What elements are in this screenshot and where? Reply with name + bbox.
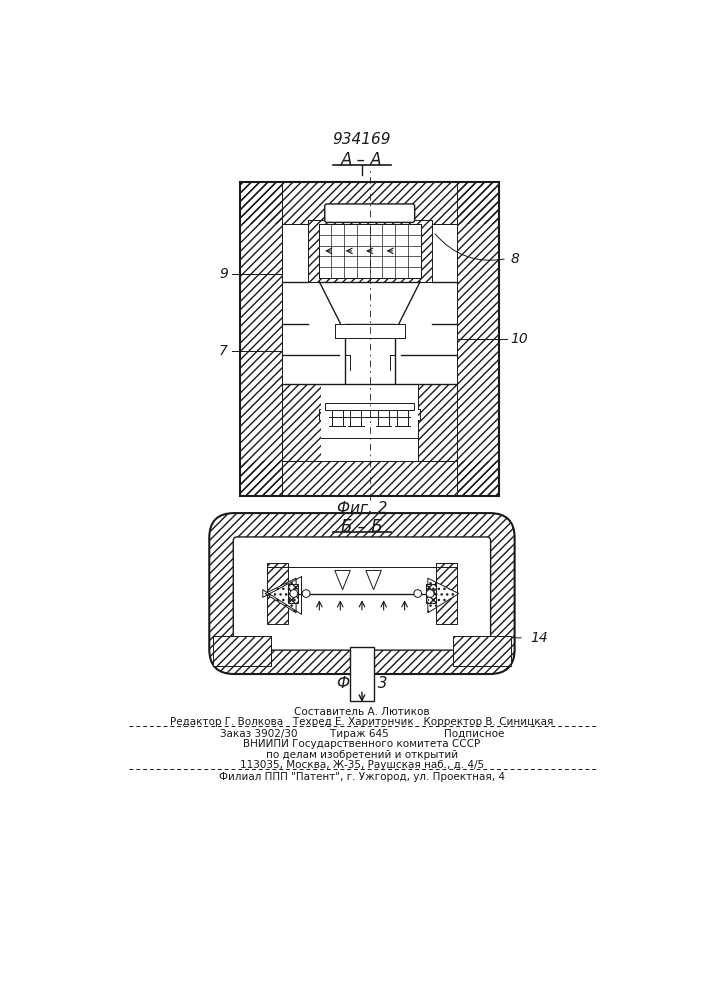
Bar	[418, 384, 457, 461]
Text: ВНИИПИ Государственного комитета СССР: ВНИИПИ Государственного комитета СССР	[243, 739, 481, 749]
Text: Б – Б: Б – Б	[341, 518, 382, 536]
Bar	[344, 324, 395, 409]
Bar	[240, 182, 499, 224]
Bar	[452, 636, 510, 666]
Text: 10: 10	[510, 332, 529, 346]
Text: по делам изобретений и открытий: по делам изобретений и открытий	[266, 750, 458, 760]
Text: 7: 7	[219, 344, 228, 358]
Bar	[321, 384, 418, 461]
Bar	[418, 384, 457, 461]
Bar	[282, 224, 457, 461]
Bar	[308, 220, 432, 282]
Text: 934169: 934169	[333, 132, 391, 147]
Text: Филиал ППП "Патент", г. Ужгород, ул. Проектная, 4: Филиал ППП "Патент", г. Ужгород, ул. Про…	[219, 772, 505, 782]
Polygon shape	[265, 578, 296, 613]
Bar	[397, 410, 408, 426]
Bar	[452, 636, 510, 666]
Bar	[288, 584, 298, 603]
Bar	[282, 384, 321, 461]
Bar	[240, 182, 499, 496]
Polygon shape	[428, 578, 459, 613]
Circle shape	[290, 590, 298, 597]
Bar	[267, 563, 288, 624]
Bar	[351, 410, 361, 426]
Bar	[267, 550, 457, 567]
Text: Редактор Г. Волкова   Техред Е. Харитончик   Корректор В. Синицкая: Редактор Г. Волкова Техред Е. Харитончик…	[170, 717, 554, 727]
Bar	[378, 410, 389, 426]
Bar	[320, 409, 420, 420]
Text: 9: 9	[219, 267, 228, 281]
Bar	[335, 324, 404, 338]
FancyBboxPatch shape	[325, 204, 414, 222]
Polygon shape	[366, 570, 381, 590]
Bar	[308, 220, 432, 282]
Bar	[213, 636, 271, 666]
Bar	[426, 584, 436, 603]
Bar	[267, 563, 288, 624]
Bar	[332, 410, 343, 426]
Bar	[240, 182, 282, 496]
Circle shape	[303, 590, 310, 597]
Bar	[240, 461, 499, 496]
Bar	[436, 563, 457, 624]
Bar	[426, 584, 436, 603]
Bar	[319, 224, 421, 278]
Text: Составитель А. Лютиков: Составитель А. Лютиков	[294, 707, 430, 717]
Text: 113035, Москва, Ж-35, Раушская наб., д. 4/5: 113035, Москва, Ж-35, Раушская наб., д. …	[240, 760, 484, 770]
Bar	[282, 384, 457, 461]
Bar	[349, 647, 374, 701]
Bar	[288, 584, 298, 603]
Text: Фиг. 3: Фиг. 3	[337, 676, 387, 691]
Bar	[436, 563, 457, 624]
Circle shape	[414, 590, 421, 597]
Bar	[213, 636, 271, 666]
Bar	[240, 182, 499, 224]
FancyBboxPatch shape	[233, 537, 491, 650]
Text: Фиг. 2: Фиг. 2	[337, 501, 387, 516]
Bar	[327, 206, 412, 220]
Bar	[282, 384, 321, 461]
FancyBboxPatch shape	[209, 513, 515, 674]
Text: А – А: А – А	[341, 151, 382, 169]
Text: 8: 8	[510, 252, 520, 266]
Bar	[457, 182, 499, 496]
Circle shape	[426, 590, 434, 597]
Text: 14: 14	[530, 631, 548, 645]
Bar	[325, 403, 414, 410]
Polygon shape	[335, 570, 351, 590]
Text: Заказ 3902/30          Тираж 645                 Подписное: Заказ 3902/30 Тираж 645 Подписное	[220, 729, 504, 739]
Bar	[240, 461, 499, 496]
Bar	[240, 182, 282, 496]
Bar	[457, 182, 499, 496]
Bar	[320, 282, 420, 324]
